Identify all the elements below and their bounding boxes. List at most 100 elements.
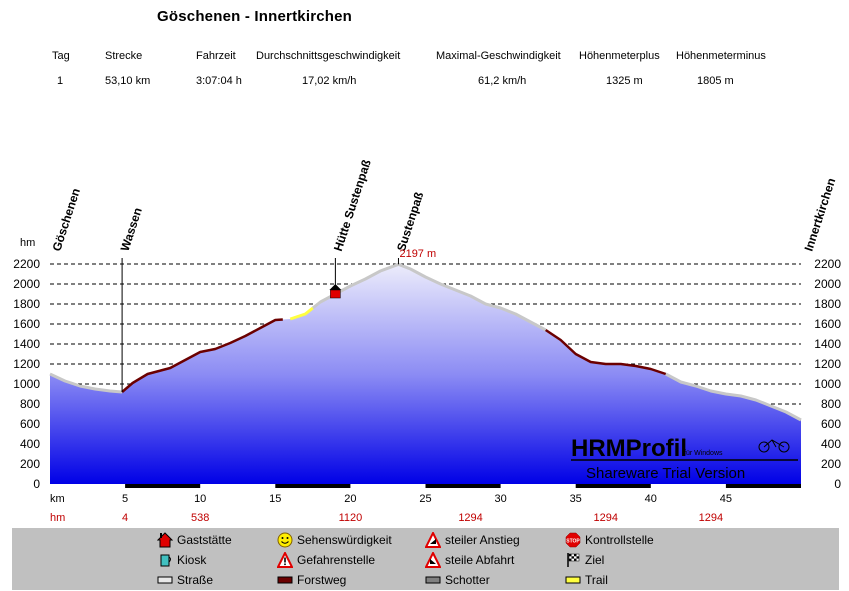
stat-value-hm-plus: 1325 m — [606, 75, 643, 87]
house-icon — [157, 532, 173, 548]
warning-up-icon — [425, 532, 441, 548]
y-tick-label-left: 1400 — [13, 337, 40, 351]
stat-header-avg-speed: Durchschnittsgeschwindigkeit — [256, 50, 401, 62]
stat-value-tag: 1 — [57, 75, 64, 87]
waypoint-label: Sustenpaß — [394, 190, 426, 253]
stat-header-strecke: Strecke — [105, 50, 143, 62]
gaststaette-marker — [330, 289, 341, 299]
axes: 0 0 200 200 400 400 600 600 800 800 1000 1000 1200 12… — [13, 237, 841, 524]
legend-label: steiler Anstieg — [445, 533, 520, 547]
waypoint-label: Hütte Sustenpaß — [331, 158, 374, 253]
y-tick-label-left: 2200 — [13, 257, 40, 271]
y-tick-label-left: 1800 — [13, 297, 40, 311]
y-tick-label-right: 2200 — [814, 257, 841, 271]
stat-value-fahrzeit: 3:07:04 h — [196, 75, 242, 87]
y-tick-label-left: 200 — [20, 457, 40, 471]
x-axis-label: km — [50, 493, 65, 505]
elevation-value-label: 1120 — [339, 512, 363, 524]
surface-segment — [665, 372, 802, 422]
legend-label: Kontrollstelle — [585, 533, 654, 547]
y-tick-label-right: 600 — [821, 417, 841, 431]
schotter-swatch-icon — [425, 572, 441, 588]
trail-swatch-icon — [565, 572, 581, 588]
x-axis-bar — [575, 484, 651, 488]
surface-segment — [545, 328, 667, 376]
x-tick-label: 5 — [122, 493, 128, 505]
elevation-value-label: 1294 — [593, 512, 617, 524]
legend-label: steile Abfahrt — [445, 553, 515, 567]
stat-header-max-speed: Maximal-Geschwindigkeit — [436, 50, 561, 62]
x-axis-bar — [725, 484, 801, 488]
chart-title: Göschenen - Innertkirchen — [157, 8, 353, 25]
legend-item-kiosk: Kiosk — [157, 552, 206, 568]
elevation-profile-chart: Göschenen Wassen Hütte Sustenpaß Sustenpaß I… — [13, 158, 841, 524]
stat-header-fahrzeit: Fahrzeit — [196, 50, 236, 62]
stat-value-strecke: 53,10 km — [105, 75, 151, 87]
y-tick-label-right: 400 — [821, 437, 841, 451]
y-tick-label-right: 1600 — [814, 317, 841, 331]
watermark-subtitle: für Windows — [684, 450, 723, 457]
gaststaette-marker-roof — [329, 284, 342, 290]
stat-value-max-speed: 61,2 km/h — [478, 75, 527, 87]
elevation-value-label: 1294 — [699, 512, 723, 524]
x-axis-bar — [425, 484, 501, 488]
x-tick-label: 10 — [194, 493, 206, 505]
elevation-area — [50, 264, 801, 484]
warning-icon — [277, 552, 293, 568]
strasse-swatch-icon — [157, 572, 173, 588]
y-tick-label-right: 800 — [821, 397, 841, 411]
x-tick-label: 45 — [720, 493, 732, 505]
waypoint-label: Wassen — [118, 206, 145, 253]
y-tick-label-left: 400 — [20, 437, 40, 451]
y-tick-label-left: 800 — [20, 397, 40, 411]
x-tick-label: 40 — [645, 493, 657, 505]
legend-item-schotter: Schotter — [425, 572, 490, 588]
y-tick-label-left: 1200 — [13, 357, 40, 371]
legend-item-steiler-anstieg: steiler Anstieg — [425, 532, 520, 548]
legend-label: Forstweg — [297, 573, 347, 587]
x-tick-label: 20 — [344, 493, 356, 505]
y-tick-label-right: 1800 — [814, 297, 841, 311]
waypoint-label: Göschenen — [50, 186, 84, 252]
legend-item-kontrollstelle: STOP Kontrollstelle — [565, 532, 654, 548]
bicycle-frame — [763, 439, 785, 448]
y-tick-label-right: 200 — [821, 457, 841, 471]
waypoint-label: Innertkirchen — [802, 176, 839, 253]
legend-item-strasse: Straße — [157, 572, 213, 588]
y-tick-label-right: 2000 — [814, 277, 841, 291]
smiley-icon — [277, 532, 293, 548]
elevation-row-label: hm — [50, 512, 65, 524]
y-tick-label-right: 1000 — [814, 377, 841, 391]
stat-value-avg-speed: 17,02 km/h — [302, 75, 357, 87]
legend-label: Sehenswürdigkeit — [297, 533, 392, 547]
y-axis-label: hm — [20, 237, 35, 249]
x-tick-label: 15 — [269, 493, 281, 505]
svg-text:STOP: STOP — [566, 539, 580, 545]
stat-value-hm-minus: 1805 m — [697, 75, 734, 87]
y-tick-label-right: 1200 — [814, 357, 841, 371]
stop-icon: STOP — [565, 532, 581, 548]
surface-lines — [49, 262, 802, 422]
y-tick-label-left: 1600 — [13, 317, 40, 331]
legend-label: Schotter — [445, 573, 490, 587]
legend-item-gefahrenstelle: Gefahrenstelle — [277, 552, 375, 568]
x-axis-bar — [275, 484, 351, 488]
legend-item-ziel: Ziel — [565, 552, 604, 568]
legend-item-steile-abfahrt: steile Abfahrt — [425, 552, 514, 568]
legend-label: Gefahrenstelle — [297, 553, 376, 567]
y-tick-label-left: 600 — [20, 417, 40, 431]
legend-label: Trail — [585, 573, 608, 587]
peak-elevation-label: 2197 m — [399, 248, 436, 260]
elevation-value-label: 538 — [191, 512, 209, 524]
legend-label: Ziel — [585, 553, 605, 567]
y-tick-label-left: 2000 — [13, 277, 40, 291]
legend-label: Straße — [177, 573, 214, 587]
legend-item-gaststaette: Gaststätte — [157, 532, 232, 548]
y-tick-label-left: 1000 — [13, 377, 40, 391]
warning-down-icon — [425, 552, 441, 568]
surface-segment — [311, 262, 547, 332]
x-tick-label: 30 — [494, 493, 506, 505]
checkered-flag-icon — [565, 552, 581, 568]
stat-header-hm-minus: Höhenmeterminus — [676, 50, 766, 62]
